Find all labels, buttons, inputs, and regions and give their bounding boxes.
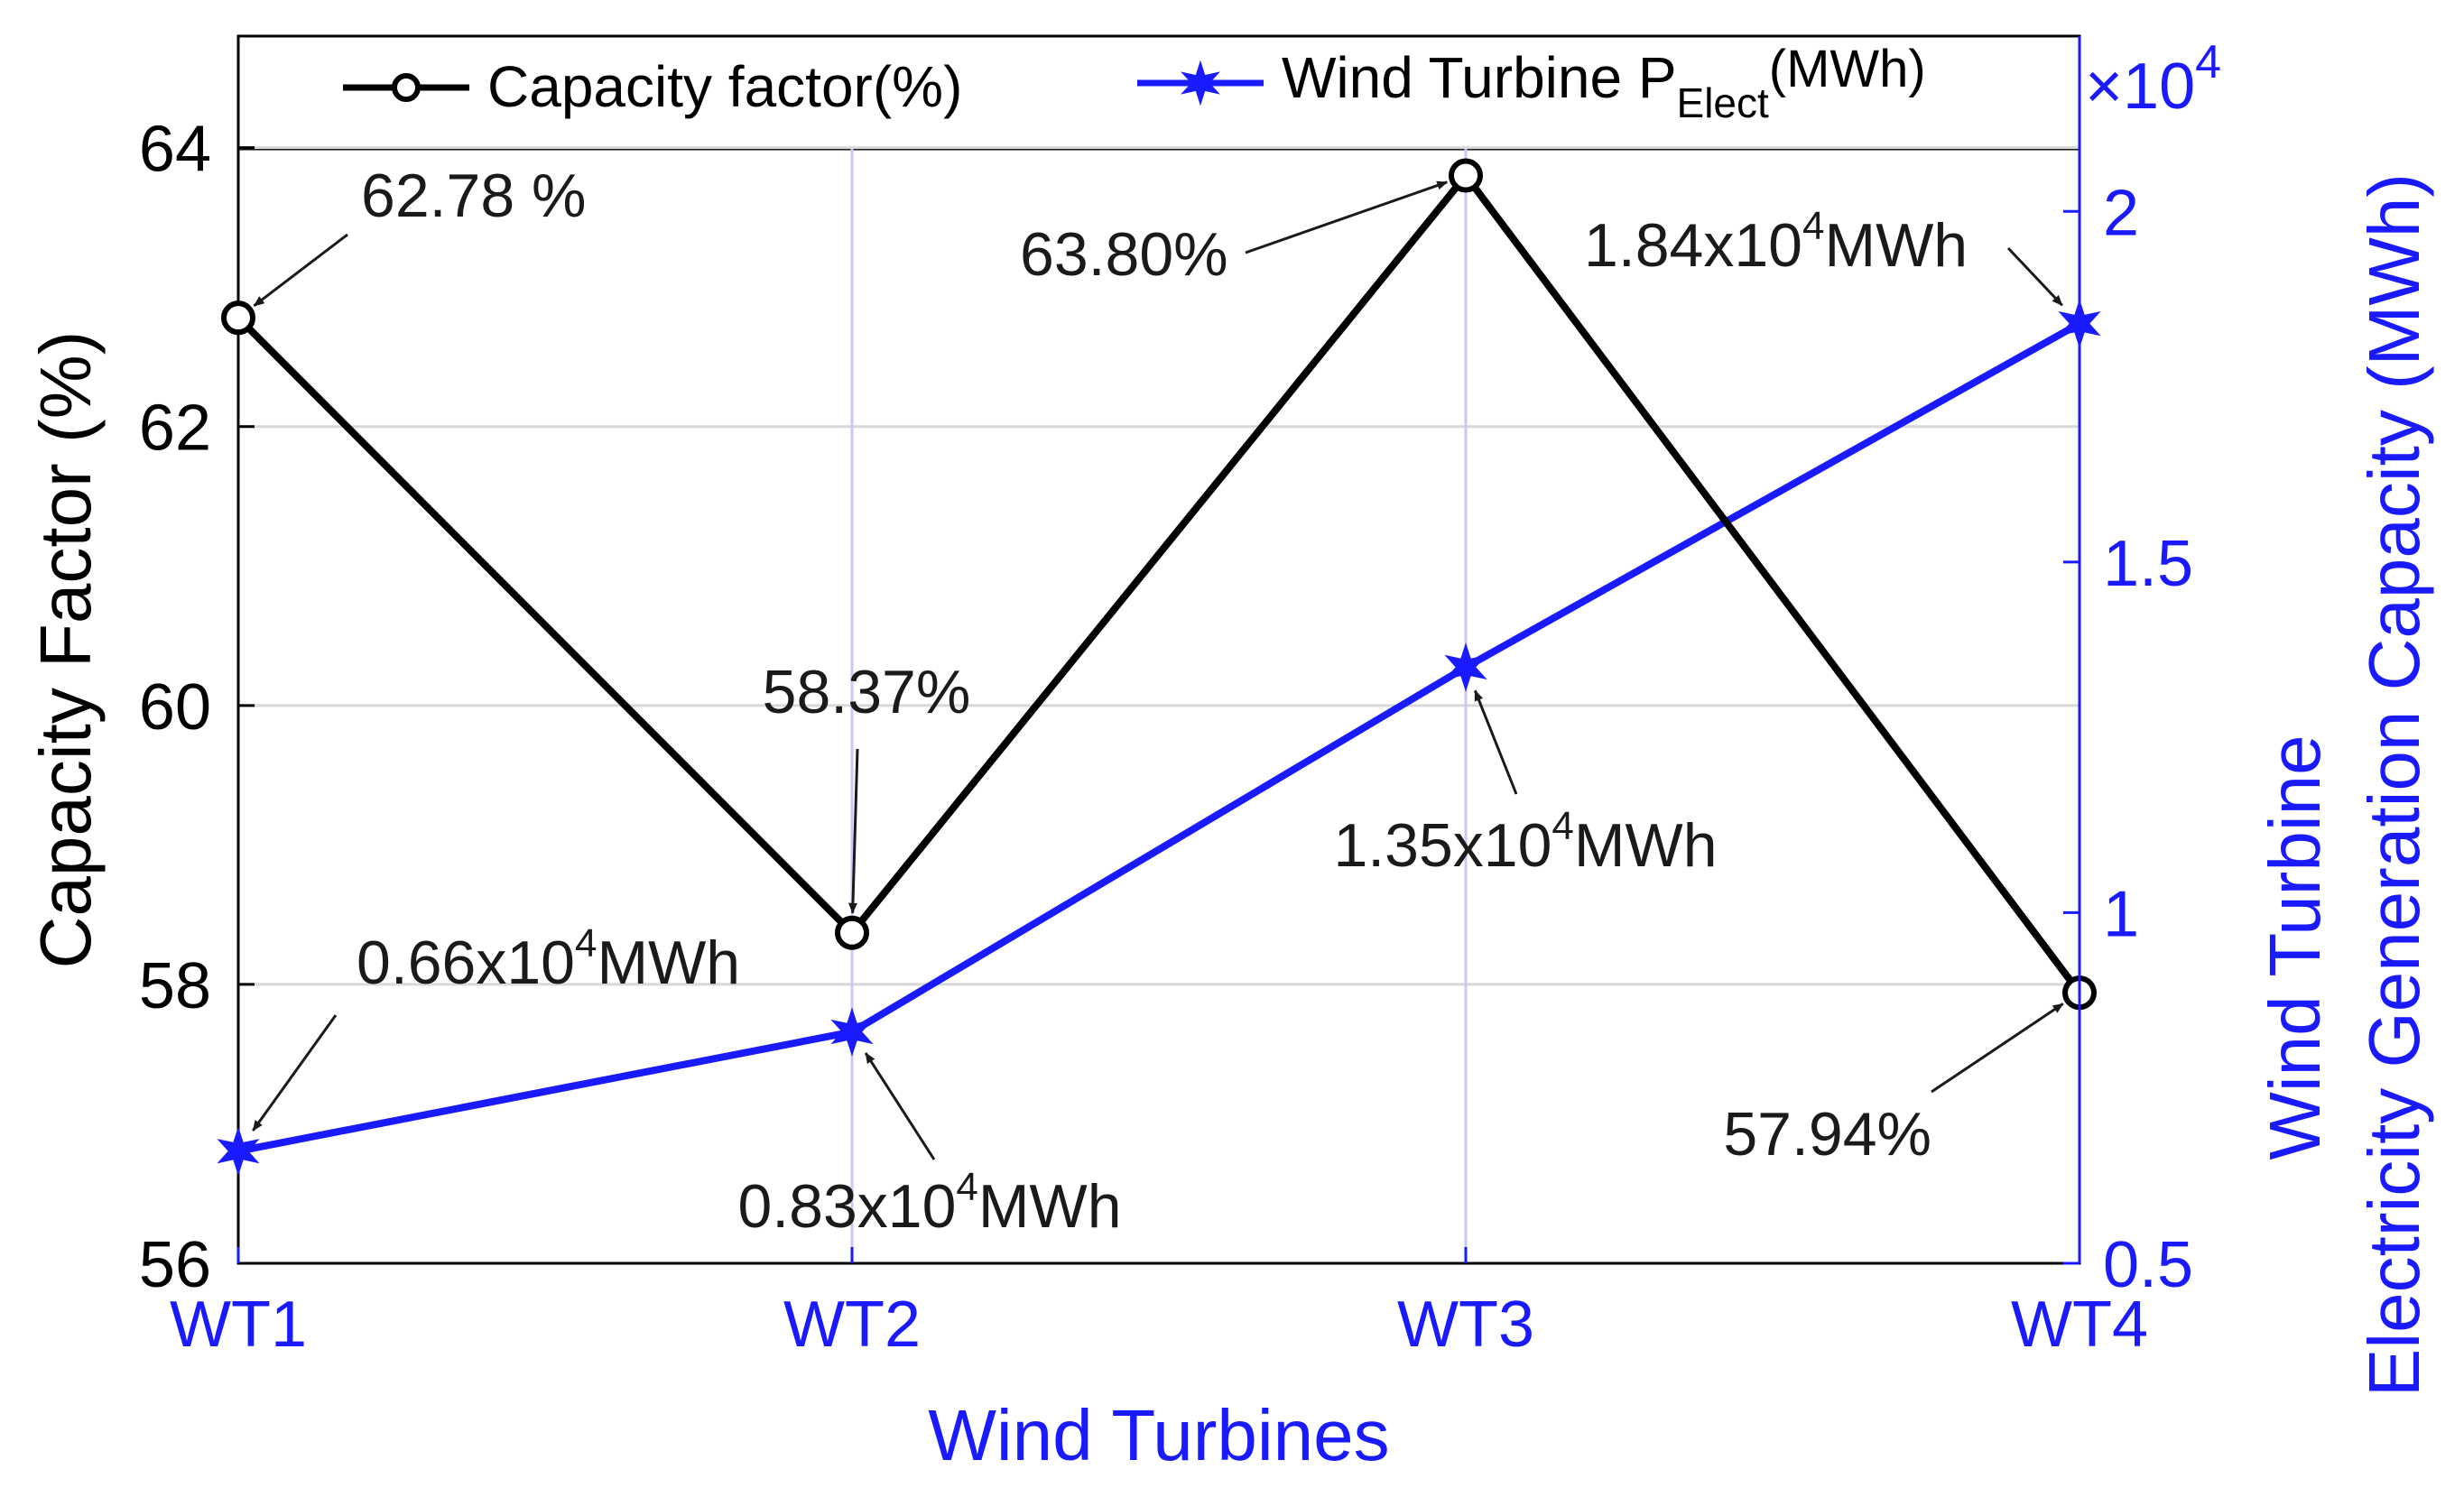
pe-annotation-base: 1.84x10 bbox=[1584, 211, 1802, 280]
legend-label-power: Wind Turbine PElect(MWh) bbox=[1282, 40, 1926, 126]
pe-annotation-wt2: 0.83x104MWh bbox=[737, 1165, 1121, 1241]
legend-label-power-main: Wind Turbine P bbox=[1282, 45, 1677, 110]
legend-label-power-sub: Elect bbox=[1677, 79, 1769, 126]
legend-label-capacity-factor: Capacity factor(%) bbox=[487, 54, 962, 119]
pe-annotation-wt3: 1.35x104MWh bbox=[1333, 804, 1717, 880]
x-axis-label: Wind Turbines bbox=[928, 1395, 1389, 1475]
pe-annotation-base: 0.66x10 bbox=[357, 929, 575, 997]
right-tick-label-0: 0.5 bbox=[2103, 1229, 2193, 1301]
left-axis-label: Capacity Factor (%) bbox=[25, 331, 106, 969]
pe-annotation-unit: MWh bbox=[1574, 811, 1718, 880]
series-line-capacity-factor bbox=[236, 171, 2083, 995]
capacity-factor-point-wt3 bbox=[1449, 158, 1483, 193]
pe-annotation-exponent: 4 bbox=[1802, 204, 1824, 248]
right-tick-label-1: 1 bbox=[2103, 878, 2139, 950]
right-axis-label-line1: Wind Turbine bbox=[2255, 735, 2335, 1160]
right-axis-label-line2: Electricity Generation Capacity (MWh) bbox=[2354, 173, 2434, 1397]
multiplier-base: ×10 bbox=[2085, 51, 2195, 123]
capacity-factor-point-wt1 bbox=[221, 300, 255, 336]
x-tick-label-wt4: WT4 bbox=[2011, 1289, 2148, 1361]
pe-annotation-exponent: 4 bbox=[575, 921, 597, 966]
grid-layer bbox=[238, 146, 2080, 1263]
cf-annotation-arrow-wt2 bbox=[848, 748, 859, 914]
cf-annotation-arrow-wt4 bbox=[1931, 1003, 2064, 1094]
legend: Capacity factor(%) Wind Turbine PElect(M… bbox=[343, 40, 1926, 126]
cf-annotation-wt2: 58.37% bbox=[763, 658, 971, 726]
power-point-wt2 bbox=[830, 1007, 874, 1057]
legend-marker-circle bbox=[392, 73, 421, 102]
cf-annotation-wt1: 62.78 % bbox=[361, 162, 587, 230]
pe-annotation-arrow-wt4 bbox=[2006, 246, 2063, 307]
right-axis-multiplier: ×104 bbox=[2085, 36, 2221, 123]
pe-annotation-arrow-wt2 bbox=[864, 1052, 936, 1160]
pe-annotation-arrow-wt1 bbox=[252, 1014, 338, 1132]
left-tick-label-1: 58 bbox=[139, 950, 211, 1022]
capacity-factor-point-wt2 bbox=[835, 915, 869, 950]
pe-annotation-base: 1.35x10 bbox=[1333, 811, 1552, 880]
left-tick-label-4: 64 bbox=[139, 114, 211, 186]
pe-annotation-unit: MWh bbox=[597, 929, 740, 997]
series-layer bbox=[217, 158, 2101, 1176]
series-line-power bbox=[237, 320, 2081, 1155]
pe-annotation-base: 0.83x10 bbox=[737, 1172, 956, 1241]
right-tick-label-2: 1.5 bbox=[2103, 528, 2193, 600]
pe-annotation-unit: MWh bbox=[1824, 211, 1968, 280]
power-point-wt1 bbox=[217, 1126, 260, 1176]
x-tick-label-wt3: WT3 bbox=[1397, 1289, 1534, 1361]
left-tick-label-0: 56 bbox=[139, 1229, 211, 1301]
x-tick-label-wt1: WT1 bbox=[170, 1289, 307, 1361]
pe-annotation-exponent: 4 bbox=[956, 1165, 977, 1209]
pe-annotation-exponent: 4 bbox=[1552, 804, 1573, 848]
left-tick-label-2: 60 bbox=[139, 671, 211, 744]
multiplier-exponent: 4 bbox=[2195, 36, 2221, 88]
annotation-layer: 62.78 %58.37%63.80%57.94%0.66x104MWh0.83… bbox=[252, 162, 2064, 1241]
pe-annotation-arrow-wt3 bbox=[1473, 689, 1518, 795]
legend-marker-star bbox=[1181, 60, 1220, 106]
cf-annotation-wt3: 63.80% bbox=[1020, 220, 1228, 289]
x-tick-label-wt2: WT2 bbox=[783, 1289, 921, 1361]
right-tick-label-3: 2 bbox=[2103, 177, 2139, 249]
pe-annotation-unit: MWh bbox=[978, 1172, 1122, 1241]
left-tick-label-3: 62 bbox=[139, 393, 211, 465]
cf-annotation-arrow-wt3 bbox=[1245, 180, 1449, 254]
pe-annotation-wt1: 0.66x104MWh bbox=[357, 921, 740, 997]
pe-annotation-wt4: 1.84x104MWh bbox=[1584, 204, 1968, 280]
ticks-layer: 56 58 60 62 64 0.5 1 1.5 2 WT1 WT2 WT3 WT4 bbox=[139, 36, 2193, 1361]
power-point-wt3 bbox=[1444, 642, 1487, 692]
legend-label-power-tail: (MWh) bbox=[1769, 40, 1926, 98]
cf-annotation-arrow-wt1 bbox=[253, 233, 348, 308]
cf-annotation-wt4: 57.94% bbox=[1723, 1100, 1931, 1169]
